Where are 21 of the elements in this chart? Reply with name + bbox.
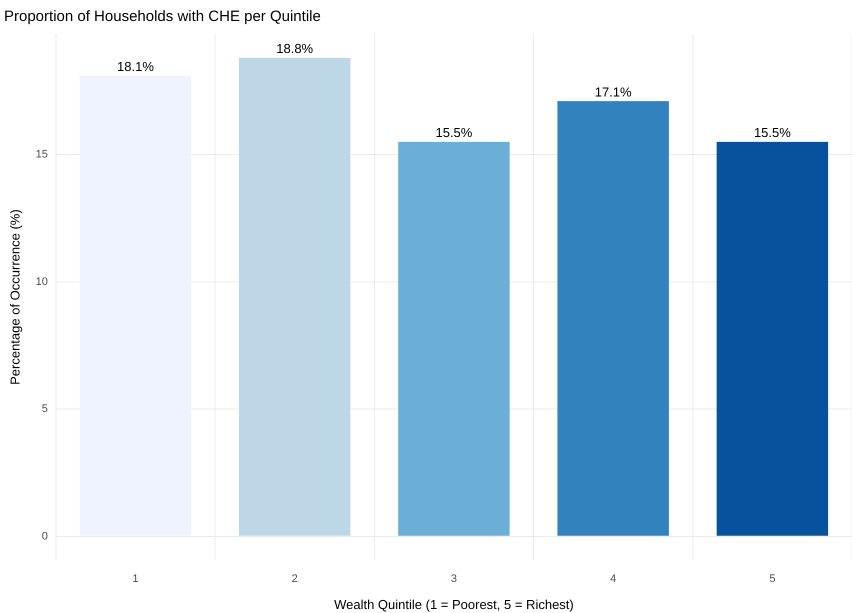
data-label: 15.5%	[754, 124, 792, 140]
bar	[716, 142, 828, 536]
data-label: 18.8%	[276, 40, 314, 56]
data-label: 18.1%	[117, 58, 154, 74]
y-axis-title: Percentage of Occurrence (%)	[7, 209, 22, 385]
y-tick-label: 10	[36, 276, 48, 288]
x-axis-title: Wealth Quintile (1 = Poorest, 5 = Richest)	[334, 596, 574, 612]
bar	[557, 101, 669, 536]
x-tick-label: 3	[450, 572, 457, 585]
chart-title: Proportion of Households with CHE per Quintile	[4, 8, 321, 26]
bar	[398, 142, 510, 536]
y-tick-label: 5	[42, 403, 48, 416]
x-tick-label: 4	[610, 572, 616, 585]
data-label: 17.1%	[594, 84, 632, 100]
data-label: 15.5%	[435, 124, 473, 140]
x-tick-label: 5	[769, 572, 776, 585]
x-tick-label: 2	[292, 572, 298, 585]
bar	[238, 58, 350, 536]
y-tick-label: 0	[42, 530, 48, 542]
x-tick-label: 1	[132, 572, 139, 585]
y-tick-label: 15	[36, 148, 48, 161]
